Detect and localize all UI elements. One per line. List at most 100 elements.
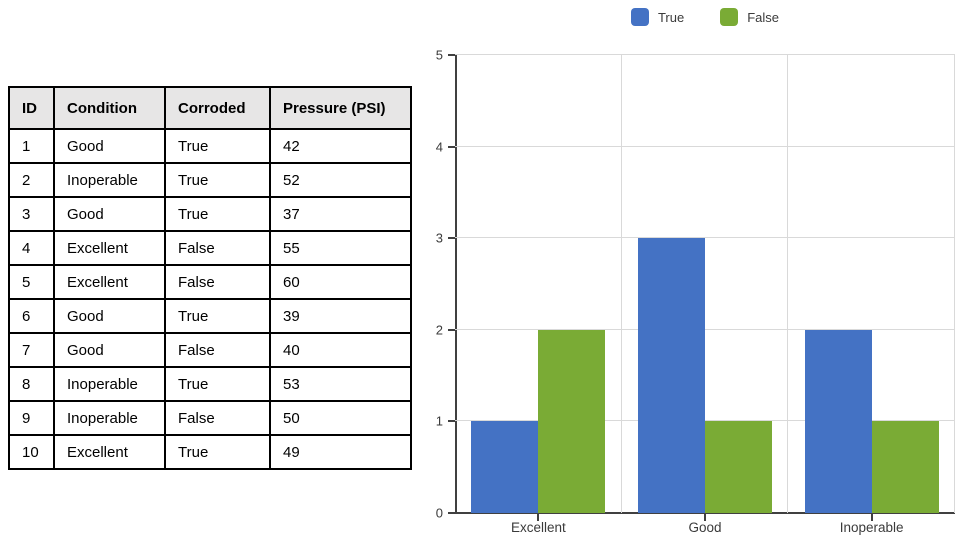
table-cell: 3	[8, 196, 55, 232]
chart-plot-area: 0 1 2 3 4 5 Excellent Good Inoperable	[436, 48, 955, 535]
bar-excellent-false	[538, 329, 606, 513]
table-cell: 8	[8, 366, 55, 402]
pipe-data-table-container: ID Condition Corroded Pressure (PSI) 1 Good T…	[8, 86, 412, 470]
table-cell: True	[164, 366, 271, 402]
column-header-pressure-psi: Pressure (PSI)	[269, 86, 412, 130]
table-cell: False	[164, 230, 271, 266]
legend-item-true: True	[630, 8, 685, 26]
table-cell: Good	[53, 298, 166, 334]
table-cell: 6	[8, 298, 55, 334]
y-axis-tick-4	[448, 145, 455, 148]
v-gridline-2	[787, 55, 788, 513]
table-cell: 5	[8, 264, 55, 300]
table-cell: 50	[269, 400, 412, 436]
x-axis-tick-good	[704, 513, 706, 521]
table-cell: 52	[269, 162, 412, 198]
y-axis-tick-0	[448, 512, 455, 514]
table-cell: True	[164, 162, 271, 198]
y-axis-label-3: 3	[435, 230, 443, 246]
bar-excellent-true	[471, 421, 539, 513]
table-cell: 2	[8, 162, 55, 198]
y-axis-tick-3	[448, 237, 455, 240]
table-cell: 49	[269, 434, 412, 470]
bar-good-false	[705, 421, 772, 513]
table-cell: Inoperable	[53, 366, 166, 402]
y-axis-label-2: 2	[435, 322, 443, 338]
y-axis-line	[455, 55, 457, 513]
table-cell: Good	[53, 332, 166, 368]
y-axis-tick-1	[448, 420, 455, 423]
table-row: 10 Excellent True 49	[8, 434, 412, 470]
legend-item-false: False	[720, 8, 779, 26]
bar-inoperable-false	[871, 421, 939, 513]
table-row: 6 Good True 39	[8, 298, 412, 334]
table-row: 4 Excellent False 55	[8, 230, 412, 266]
x-axis-label-inoperable: Inoperable	[839, 520, 904, 535]
table-cell: Excellent	[53, 434, 166, 470]
table-row: 8 Inoperable True 53	[8, 366, 412, 402]
h-gridline-2	[455, 328, 955, 330]
table-cell: True	[164, 298, 271, 334]
x-axis-tick-excellent	[537, 513, 540, 521]
x-axis-label-good: Good	[688, 520, 722, 535]
table-row: 5 Excellent False 60	[8, 264, 412, 300]
table-cell: Inoperable	[53, 162, 166, 198]
v-gridline-3	[954, 55, 955, 513]
table-row: 2 Inoperable True 52	[8, 162, 412, 198]
table-cell: 1	[8, 128, 55, 164]
h-gridline-3	[455, 237, 955, 239]
table-cell: 10	[8, 434, 55, 470]
table-cell: False	[164, 264, 271, 300]
y-axis-label-5: 5	[435, 47, 443, 63]
table-cell: True	[164, 196, 271, 232]
table-cell: 37	[269, 196, 412, 232]
table-row: 7 Good False 40	[8, 332, 412, 368]
table-header-row: ID Condition Corroded Pressure (PSI)	[8, 86, 412, 130]
bar-good-true	[638, 238, 705, 513]
y-axis-tick-2	[448, 328, 455, 331]
table-cell: 53	[269, 366, 412, 402]
table-row: 1 Good True 42	[8, 128, 412, 164]
table-cell: Excellent	[53, 230, 166, 266]
column-header-condition: Condition	[53, 86, 166, 130]
table-cell: False	[164, 400, 271, 436]
table-cell: 7	[8, 332, 55, 368]
x-axis-label-excellent: Excellent	[510, 520, 566, 535]
y-axis-label-0: 0	[435, 505, 443, 521]
table-cell: 40	[269, 332, 412, 368]
legend-label-true: True	[657, 9, 685, 25]
table-cell: 60	[269, 264, 412, 300]
y-axis-label-1: 1	[435, 413, 443, 429]
pipe-data-table: ID Condition Corroded Pressure (PSI) 1 Good T…	[8, 86, 412, 470]
table-body: 1 Good True 42 2 Inoperable True 52 3 Good True 37 4…	[8, 128, 412, 470]
table-cell: 4	[8, 230, 55, 266]
legend-label-false: False	[747, 9, 780, 25]
table-cell: 39	[269, 298, 412, 334]
table-cell: Excellent	[53, 264, 166, 300]
table-cell: True	[164, 434, 271, 470]
y-axis-tick-5	[448, 54, 455, 56]
x-axis-tick-inoperable	[870, 513, 873, 521]
table-cell: 55	[269, 230, 412, 266]
bar-inoperable-true	[804, 329, 872, 513]
h-gridline-4	[455, 145, 955, 147]
v-gridline-1	[621, 55, 622, 513]
table-cell: False	[164, 332, 271, 368]
y-axis-label-4: 4	[435, 139, 443, 155]
table-cell: Inoperable	[53, 400, 166, 436]
table-cell: 42	[269, 128, 412, 164]
legend-swatch-false	[720, 8, 739, 26]
table-cell: True	[164, 128, 271, 164]
column-header-id: ID	[8, 86, 55, 130]
table-row: 9 Inoperable False 50	[8, 400, 412, 436]
legend-swatch-true	[630, 8, 649, 26]
table-row: 3 Good True 37	[8, 196, 412, 232]
chart-legend: True False	[455, 5, 955, 29]
table-cell: Good	[53, 128, 166, 164]
h-gridline-1	[455, 420, 955, 422]
table-cell: 9	[8, 400, 55, 436]
column-header-corroded: Corroded	[164, 86, 271, 130]
table-cell: Good	[53, 196, 166, 232]
h-gridline-5	[455, 54, 955, 55]
